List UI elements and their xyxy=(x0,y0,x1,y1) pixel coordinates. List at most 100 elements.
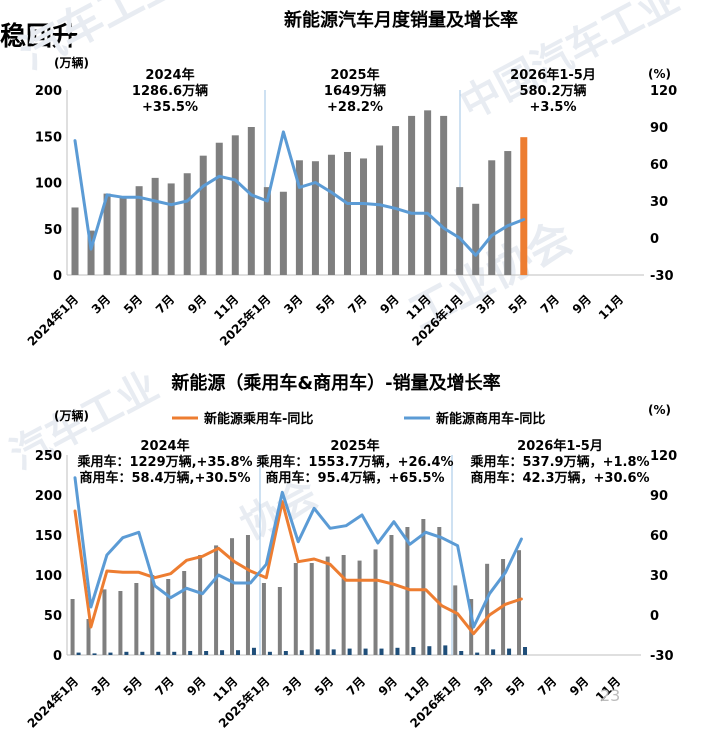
page-number: 23 xyxy=(600,686,621,705)
y2-tick-label: -30 xyxy=(650,649,674,664)
bar xyxy=(427,646,432,655)
bar xyxy=(507,648,512,655)
bar xyxy=(453,585,458,655)
bar xyxy=(220,650,225,655)
x-tick-label: 9月 xyxy=(185,292,209,316)
x-tick-label: 2024年1月 xyxy=(24,292,81,349)
y2-tick-label: 90 xyxy=(650,121,668,136)
x-tick-label: 7月 xyxy=(344,674,368,698)
y-tick-label: 0 xyxy=(53,269,62,284)
y-axis-unit: (万辆) xyxy=(54,55,89,70)
bar xyxy=(76,652,81,655)
bar xyxy=(459,651,464,655)
bar xyxy=(204,651,209,655)
series-line xyxy=(73,500,523,636)
bar xyxy=(347,648,352,655)
y-tick-label: 150 xyxy=(35,529,62,544)
bar xyxy=(517,550,522,655)
year-annotation: 乘用车：1229万辆,+35.8% xyxy=(76,454,252,470)
y-axis-unit: (万辆) xyxy=(54,408,89,423)
bar xyxy=(172,651,177,655)
y-tick-label: 250 xyxy=(35,449,62,464)
year-annotation: 2026年1-5月 xyxy=(517,438,603,454)
year-annotation: 商用车：58.4万辆,+30.5% xyxy=(79,470,250,486)
bar xyxy=(166,579,171,655)
chart-title: 新能源汽车月度销量及增长率 xyxy=(284,9,518,31)
bar xyxy=(488,160,496,275)
x-tick-label: 5月 xyxy=(121,292,145,316)
y2-axis-unit: (%) xyxy=(648,67,671,81)
year-annotation: 2026年1-5月 xyxy=(510,67,596,83)
y-tick-label: 150 xyxy=(35,130,62,145)
bar xyxy=(188,651,193,655)
x-tick-label: 9月 xyxy=(567,674,591,698)
year-annotation: 1286.6万辆 xyxy=(132,83,208,99)
y2-tick-label: 30 xyxy=(650,569,668,584)
bar xyxy=(343,151,351,275)
bar xyxy=(140,651,145,655)
bar xyxy=(485,563,490,655)
bar xyxy=(311,161,319,275)
bar xyxy=(443,645,448,655)
bar xyxy=(293,563,298,655)
year-annotation: +3.5% xyxy=(530,100,577,115)
bar xyxy=(102,589,107,655)
x-tick-label: 5月 xyxy=(506,292,530,316)
x-tick-label: 3月 xyxy=(280,674,304,698)
series-line xyxy=(73,130,526,257)
bar xyxy=(456,187,464,275)
bar xyxy=(214,545,219,655)
bar xyxy=(299,650,304,655)
y2-tick-label: 0 xyxy=(650,609,659,624)
y-tick-label: 50 xyxy=(44,609,62,624)
x-tick-label: 3月 xyxy=(471,674,495,698)
bar xyxy=(86,619,91,655)
bar xyxy=(309,563,314,655)
legend-label: 新能源乘用车-同比 xyxy=(204,411,313,427)
year-annotation: 2025年 xyxy=(330,438,379,454)
y2-tick-label: 120 xyxy=(650,84,677,99)
bar xyxy=(156,651,161,655)
bar xyxy=(389,535,394,655)
x-tick-label: 2024年1月 xyxy=(24,674,81,730)
year-annotation: 商用车：95.4万辆，+65.5% xyxy=(265,470,444,486)
x-tick-label: 7月 xyxy=(535,674,559,698)
bar xyxy=(504,151,512,275)
bar xyxy=(199,155,207,275)
bar xyxy=(150,575,155,655)
year-annotation: 2024年 xyxy=(140,438,189,454)
bar xyxy=(183,173,191,275)
page-title: 稳回升 xyxy=(0,22,79,52)
bar xyxy=(295,160,303,275)
x-tick-label: 9月 xyxy=(570,292,594,316)
bar xyxy=(523,647,528,655)
year-annotation: 乘用车：1553.7万辆，+26.4% xyxy=(255,454,453,470)
bar xyxy=(245,535,250,655)
x-tick-label: 5月 xyxy=(503,674,527,698)
y-tick-label: 200 xyxy=(35,489,62,504)
bar xyxy=(119,196,127,275)
year-annotation: 1649万辆 xyxy=(324,83,386,99)
bar xyxy=(118,591,123,655)
bar xyxy=(103,193,111,275)
bar xyxy=(437,527,442,655)
year-annotation: +28.2% xyxy=(327,100,383,115)
y2-axis-unit: (%) xyxy=(648,403,671,417)
bar xyxy=(520,137,528,275)
bar xyxy=(236,650,241,655)
bar xyxy=(327,154,335,275)
bar xyxy=(215,142,223,275)
y-tick-label: 200 xyxy=(35,84,62,99)
x-tick-label: 7月 xyxy=(152,674,176,698)
bar xyxy=(408,115,416,276)
year-annotation: +35.5% xyxy=(142,100,198,115)
bar xyxy=(411,647,416,655)
year-annotation: 乘用车：537.9万辆，+1.8% xyxy=(469,454,649,470)
bar xyxy=(261,583,266,655)
bar xyxy=(247,127,255,275)
bar xyxy=(325,556,330,655)
y2-tick-label: 120 xyxy=(650,449,677,464)
y-tick-label: 100 xyxy=(35,177,62,192)
bar xyxy=(277,587,282,655)
